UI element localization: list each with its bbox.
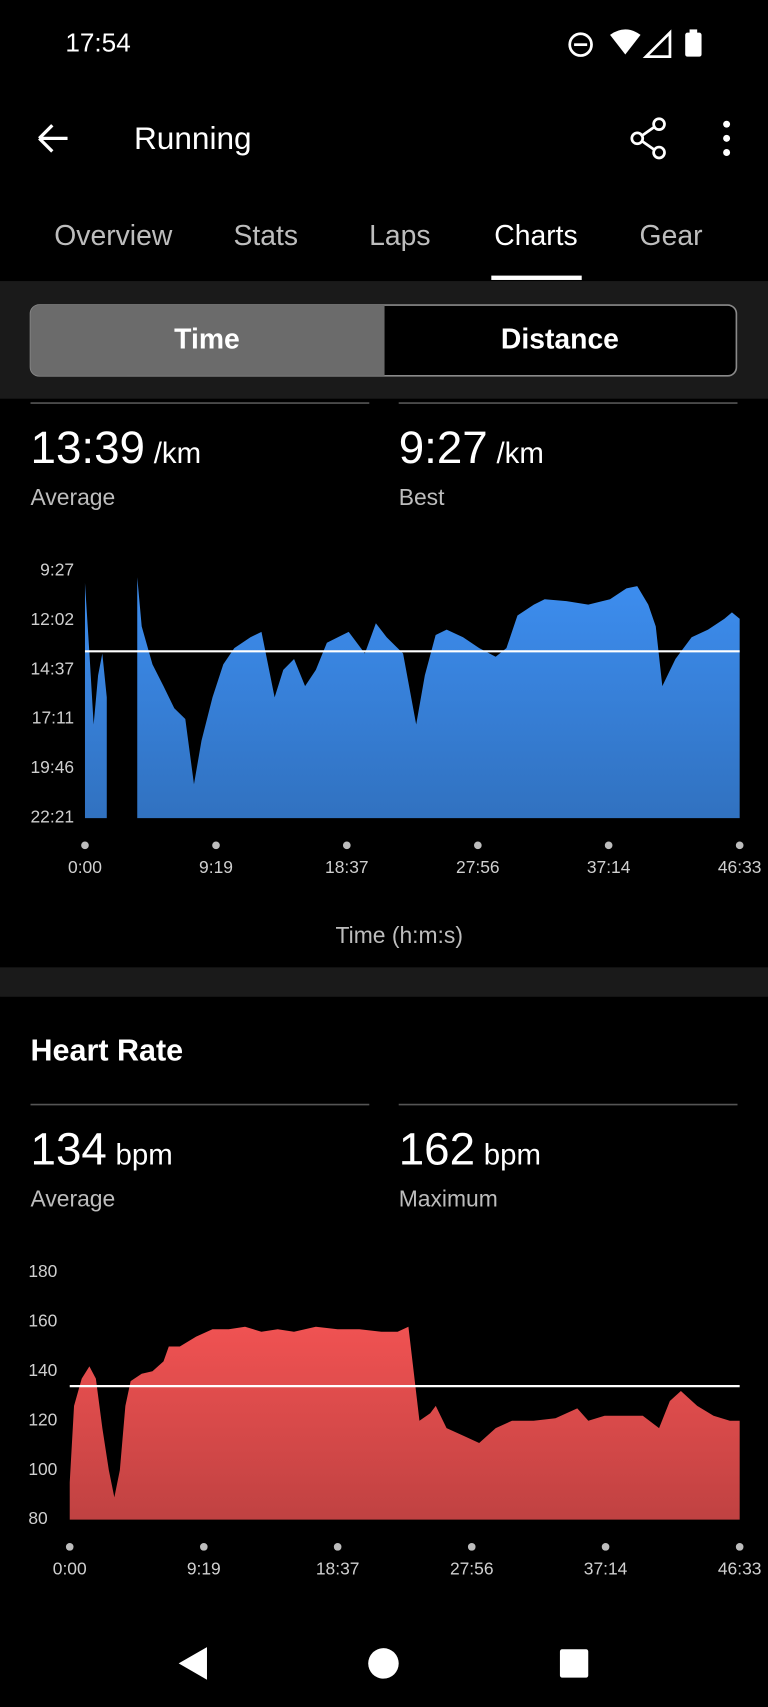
- stat-label: Average: [31, 484, 116, 510]
- toggle-selected: [30, 305, 385, 376]
- y-tick-label: 180: [28, 1261, 57, 1281]
- x-tick-dot: [342, 841, 351, 850]
- x-tick-dot: [735, 841, 744, 850]
- x-tick-label: 27:56: [456, 857, 500, 877]
- x-tick-label: 27:56: [450, 1558, 494, 1578]
- x-tick-label: 18:37: [316, 1558, 360, 1578]
- x-tick-label: 0:00: [68, 857, 102, 877]
- y-tick-label: 9:27: [40, 559, 74, 579]
- x-tick-label: 46:33: [718, 857, 762, 877]
- stat-unit: bpm: [484, 1139, 541, 1172]
- status-icons: [568, 29, 702, 59]
- tab[interactable]: Laps: [369, 220, 430, 252]
- y-tick-label: 14:37: [31, 658, 75, 678]
- stat-value: 13:39: [31, 422, 145, 473]
- nav-recents[interactable]: [559, 1649, 589, 1678]
- x-tick-dot: [601, 1543, 610, 1551]
- x-tick-label: 18:37: [325, 857, 369, 877]
- tab[interactable]: Charts: [494, 220, 577, 252]
- chart: 9:27 12:02 14:37 17:11 19:46 22:21 0:00 9:19 18:…: [31, 559, 762, 947]
- tab[interactable]: Overview: [54, 220, 173, 252]
- y-tick-label: 12:02: [31, 609, 75, 629]
- status-time: 17:54: [65, 28, 130, 58]
- nav-home[interactable]: [368, 1648, 399, 1679]
- toggle-option[interactable]: Distance: [501, 323, 619, 355]
- tab-bar: Overview Stats Laps Charts Gear: [54, 220, 702, 252]
- back-button[interactable]: [38, 124, 68, 153]
- x-tick-label: 0:00: [53, 1558, 87, 1578]
- stat-label: Maximum: [399, 1186, 498, 1212]
- area: [84, 577, 740, 819]
- tab[interactable]: Gear: [640, 220, 703, 252]
- y-tick-label: 160: [28, 1310, 57, 1330]
- x-tick-label: 9:19: [187, 1558, 221, 1578]
- nav-back[interactable]: [178, 1647, 207, 1680]
- stat-value: 134: [31, 1124, 107, 1175]
- y-tick-label: 140: [28, 1360, 57, 1380]
- x-tick-dot: [467, 1543, 476, 1551]
- x-tick-label: 9:19: [199, 857, 233, 877]
- toggle-option[interactable]: Time: [174, 323, 240, 355]
- x-axis-title: Time (h:m:s): [336, 922, 463, 948]
- x-tick-dot: [199, 1543, 208, 1551]
- tab[interactable]: Stats: [234, 220, 299, 252]
- x-tick-dot: [735, 1543, 744, 1551]
- more-button[interactable]: [723, 120, 731, 156]
- x-tick-dot: [333, 1543, 342, 1551]
- y-tick-label: 80: [28, 1508, 47, 1528]
- y-tick-label: 100: [28, 1459, 57, 1479]
- stat-value: 9:27: [399, 422, 488, 473]
- y-tick-label: 19:46: [31, 757, 75, 777]
- nav-bar: [178, 1647, 589, 1680]
- pace-stats: 13:39/km Average 9:27/km Best: [31, 422, 544, 510]
- section-title: Heart Rate: [31, 1033, 184, 1067]
- x-tick-dot: [474, 841, 482, 850]
- stat-unit: bpm: [116, 1139, 173, 1172]
- stat-unit: /km: [496, 437, 543, 470]
- y-tick-label: 17:11: [32, 708, 74, 728]
- x-tick-dot: [212, 841, 220, 850]
- x-tick-dot: [65, 1543, 74, 1551]
- x-tick-dot: [81, 841, 89, 850]
- chart: 80 100 120 140 160 180 0:00 9:19 18:37 27:56 37:14…: [28, 1261, 761, 1578]
- x-tick-dot: [604, 841, 613, 850]
- x-tick-label: 37:14: [587, 857, 631, 877]
- stat-unit: /km: [154, 437, 201, 470]
- area: [69, 1326, 740, 1520]
- stat-label: Average: [31, 1186, 116, 1212]
- y-tick-label: 22:21: [31, 807, 75, 827]
- app-title: Running: [134, 120, 252, 156]
- x-tick-label: 37:14: [584, 1558, 628, 1578]
- x-tick-label: 46:33: [718, 1558, 762, 1578]
- share-button[interactable]: [630, 117, 666, 160]
- tab-indicator: [491, 275, 582, 280]
- y-tick-label: 120: [28, 1409, 57, 1429]
- stat-value: 162: [399, 1124, 475, 1175]
- stat-label: Best: [399, 484, 445, 510]
- section-separator: [0, 967, 768, 997]
